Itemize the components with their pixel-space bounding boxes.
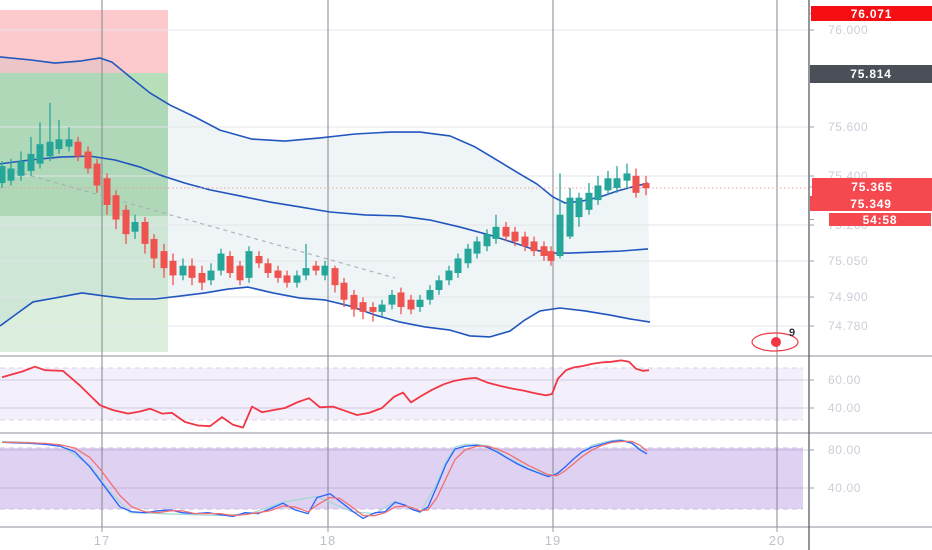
candle-body — [112, 195, 120, 220]
candle-body — [245, 251, 253, 278]
candle-body — [540, 246, 548, 256]
candle-body — [46, 141, 54, 157]
candle-body — [464, 248, 472, 264]
candle-body — [226, 255, 234, 273]
time-axis-label: 19 — [544, 533, 562, 548]
candle-body — [556, 214, 564, 256]
candle-body — [93, 163, 101, 186]
candle-body — [350, 294, 358, 310]
candle-body — [27, 153, 35, 171]
candle-body — [84, 151, 92, 169]
candle-body — [604, 178, 612, 191]
candle-body — [585, 192, 593, 210]
candle-body — [547, 251, 555, 261]
candle-body — [530, 241, 538, 252]
candle-body — [623, 173, 631, 181]
candle-body — [74, 141, 82, 157]
candle-body — [407, 299, 415, 310]
price-badge: 76.071 — [811, 6, 932, 21]
bollinger-lower-band — [0, 286, 651, 338]
candle-body — [454, 258, 462, 273]
candle-body — [169, 260, 177, 276]
candle-body — [445, 270, 453, 281]
candle-body — [55, 139, 63, 150]
candle-body — [283, 275, 291, 283]
price-axis-label: 40.00 — [828, 401, 862, 415]
candle-body — [369, 307, 377, 312]
candle-body — [198, 273, 206, 283]
time-axis-label: 17 — [93, 533, 111, 548]
price-badge: 75.814 — [810, 65, 932, 83]
candle-body — [378, 304, 386, 312]
rsi-line — [1, 359, 650, 429]
candle-body — [473, 241, 481, 254]
candle-body — [217, 253, 225, 271]
candle-body — [521, 236, 529, 247]
candle-body — [594, 185, 602, 201]
position-zone-stop-zone — [0, 10, 168, 73]
price-badge: 75.365 — [812, 178, 932, 196]
price-axis-label: 74.780 — [828, 319, 869, 333]
candle-body — [255, 255, 263, 264]
candle-body — [188, 265, 196, 278]
time-axis-label: 20 — [768, 533, 786, 548]
candle-body — [207, 270, 215, 281]
candle-body — [359, 302, 367, 312]
candle-body — [388, 294, 396, 305]
candle-body — [397, 292, 405, 308]
candle-body — [160, 251, 168, 269]
alert-marker-dot[interactable] — [771, 337, 781, 347]
candle-body — [274, 270, 282, 278]
candle-body — [511, 231, 519, 242]
alert-marker-label: 9 — [789, 327, 796, 339]
candle-body — [179, 265, 187, 276]
candle-body — [632, 175, 640, 193]
candle-body — [122, 209, 130, 235]
candle-body — [435, 280, 443, 291]
candle-body — [502, 226, 510, 237]
candle-body — [331, 268, 339, 286]
candle-body — [17, 161, 25, 176]
candle-body — [65, 139, 73, 147]
position-zone-target-zone-lower — [0, 216, 168, 352]
candle-body — [103, 178, 111, 205]
position-zone-target-zone-upper — [0, 73, 168, 216]
price-badge: 75.349 — [810, 196, 932, 211]
candle-body — [312, 265, 320, 271]
price-axis-label: 75.050 — [828, 254, 869, 268]
candle-body — [492, 226, 500, 239]
candle-body — [566, 197, 574, 237]
price-axis-label: 80.00 — [828, 443, 862, 457]
candle-body — [613, 178, 621, 188]
candle-body — [131, 221, 139, 232]
price-axis-label: 60.00 — [828, 373, 862, 387]
candle-body — [302, 268, 310, 276]
candle-body — [150, 238, 158, 259]
candle-body — [426, 290, 434, 300]
price-axis-label: 76.000 — [828, 23, 869, 37]
price-axis-label: 74.900 — [828, 290, 869, 304]
candle-body — [141, 221, 149, 244]
candle-body — [7, 168, 15, 181]
alert-marker-circle[interactable] — [751, 332, 799, 352]
candle-body — [264, 263, 272, 273]
stoch-band — [0, 448, 803, 509]
countdown-badge: 54:58 — [829, 213, 931, 227]
price-axis-label: 40.00 — [828, 481, 862, 495]
candle-body — [483, 234, 491, 247]
price-axis-label: 75.600 — [828, 120, 869, 134]
candle-body — [321, 265, 329, 276]
candle-body — [416, 299, 424, 308]
candle-body — [36, 144, 44, 164]
candle-body — [236, 265, 244, 281]
candle-body — [642, 183, 650, 189]
candle-body — [340, 282, 348, 300]
candle-body — [293, 275, 301, 283]
stoch-d-line — [2, 440, 648, 517]
candle-body — [0, 166, 6, 184]
candle-body — [575, 197, 583, 218]
time-axis-label: 18 — [319, 533, 337, 548]
